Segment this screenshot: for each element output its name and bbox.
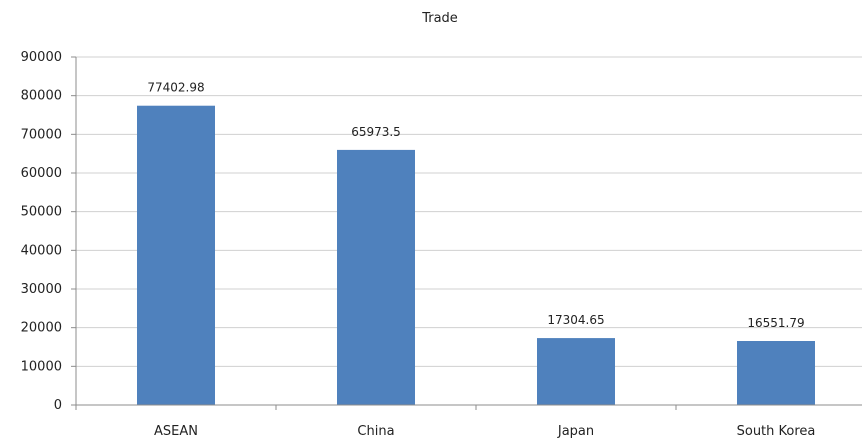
y-tick-label: 80000	[21, 89, 62, 104]
x-tick-label: Japan	[557, 424, 594, 438]
bar-asean	[137, 105, 215, 405]
chart-title: Trade	[421, 11, 458, 26]
y-tick-label: 30000	[21, 282, 62, 297]
x-tick-label: ASEAN	[154, 424, 198, 438]
y-tick-label: 20000	[21, 321, 62, 336]
y-axis-ticks: 0 10000 20000 30000 40000 50000 60000 70000 8000…	[21, 50, 76, 413]
bar-china	[337, 149, 415, 405]
y-tick-label: 60000	[21, 166, 62, 181]
y-tick-label: 0	[54, 398, 62, 413]
y-tick-label: 10000	[21, 359, 62, 374]
y-tick-label: 70000	[21, 127, 62, 142]
x-tick-label: South Korea	[737, 424, 816, 438]
x-axis-ticks: ASEAN China Japan South Korea	[75, 405, 816, 438]
y-tick-label: 40000	[21, 243, 62, 258]
y-tick-label: 90000	[21, 50, 62, 65]
bar-japan	[537, 338, 615, 405]
x-tick-label: China	[357, 424, 394, 438]
data-label: 17304.65	[547, 313, 604, 327]
data-label: 77402.98	[147, 81, 204, 95]
data-label: 65973.5	[351, 125, 401, 139]
data-label: 16551.79	[747, 316, 804, 330]
data-labels: 77402.98 65973.5 17304.65 16551.79	[147, 81, 804, 330]
bars	[137, 105, 815, 405]
bar-south-korea	[737, 340, 815, 405]
y-tick-label: 50000	[21, 205, 62, 220]
